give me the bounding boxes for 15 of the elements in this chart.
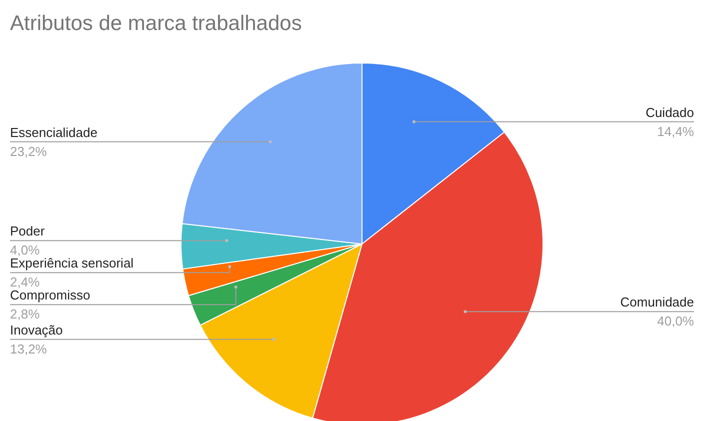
slice-label: Comunidade [620, 294, 694, 310]
slice-label: Inovação [10, 322, 63, 338]
slice-label: Poder [10, 224, 46, 239]
slice-label: Cuidado [646, 104, 694, 120]
chart-title: Atributos de marca trabalhados [10, 12, 302, 36]
data-label: 40,0% [657, 314, 694, 329]
slice-label: Compromisso [10, 288, 90, 303]
data-label: 14,4% [657, 124, 694, 139]
data-label: 23,2% [10, 144, 48, 159]
slice-label: Experiência sensorial [10, 256, 134, 271]
data-label: 13,2% [10, 341, 48, 356]
data-label: 2,4% [10, 274, 40, 290]
slice-label: Essencialidade [10, 124, 98, 140]
data-label: 4,0% [10, 242, 40, 258]
data-label: 2,8% [10, 306, 40, 322]
